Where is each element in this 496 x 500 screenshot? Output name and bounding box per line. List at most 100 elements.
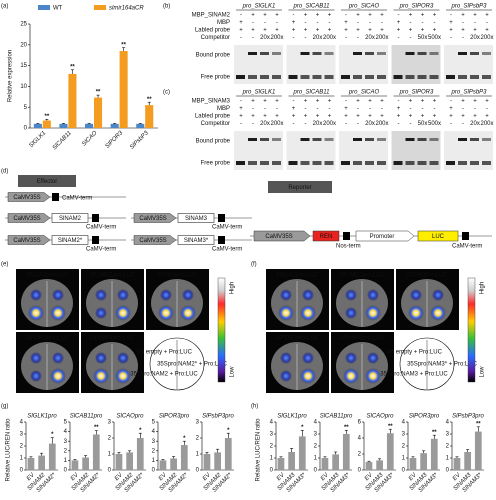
lane-sign: 200x <box>375 35 388 41</box>
lane-sign: - <box>398 121 400 127</box>
lane-sign: - <box>293 13 295 19</box>
significance: ** <box>344 425 349 431</box>
free-band <box>429 75 439 79</box>
bound-band <box>312 138 322 141</box>
significance: ** <box>70 64 75 70</box>
lane-sign: + <box>263 28 267 34</box>
luc-signal <box>367 352 379 364</box>
luc-signal <box>52 352 64 364</box>
chart-title: SlPsbP3pro <box>202 414 234 420</box>
gene-label: SlNAM3* <box>184 238 209 244</box>
luc-signal <box>345 289 357 301</box>
significance: ** <box>147 97 152 103</box>
y-tick-label: 2 <box>446 444 450 450</box>
y-axis-title: Relative LUC/REN ratio <box>256 418 262 482</box>
lane-sign: + <box>461 114 465 120</box>
bar <box>145 105 154 128</box>
y-axis-title: Relative LUC/REN ratio <box>6 418 12 482</box>
luc-signal <box>160 289 172 301</box>
y-tick-label: 3 <box>314 432 318 438</box>
promoter-arrow <box>355 230 415 242</box>
lane-sign: + <box>316 13 320 19</box>
y-tick-label: 4 <box>314 420 318 426</box>
lane-sign: + <box>461 99 465 105</box>
bar <box>321 458 329 470</box>
luc-signal <box>410 289 422 301</box>
lane-sign: - <box>410 121 412 127</box>
leaf-label: SlPOR3pro:LUC <box>25 336 70 342</box>
gene-box <box>51 235 89 245</box>
lane-sign: + <box>449 106 453 112</box>
free-band <box>470 161 479 165</box>
lane-sign: + <box>304 99 308 105</box>
row-label: MBP <box>217 106 230 112</box>
y-tick-label: 0 <box>196 468 200 474</box>
bound-band <box>458 52 467 55</box>
lane-sign: + <box>251 114 255 120</box>
free-band <box>248 161 257 165</box>
bar <box>365 462 373 470</box>
lane-sign: 200x <box>480 121 493 127</box>
y-tick-label: 6 <box>358 420 362 426</box>
x-tick-label: SlCAB11 <box>52 130 73 151</box>
y-tick-label: 15 <box>20 63 27 69</box>
free-band <box>260 75 269 79</box>
significance: ** <box>121 42 126 48</box>
significance: * <box>301 425 304 431</box>
lane-sign: - <box>240 121 242 127</box>
lane-sign: + <box>316 28 320 34</box>
gene-header: pro_SlGLK1 <box>242 4 276 10</box>
promoter-label: CaMV35S <box>13 216 40 222</box>
bar <box>376 460 383 470</box>
lane-sign: + <box>263 114 267 120</box>
key-label: 35Spro:NAM3 + Pro:LUC <box>380 372 448 378</box>
lane-sign: + <box>433 28 437 34</box>
lane-sign: - <box>240 99 242 105</box>
lane-sign: - <box>398 99 400 105</box>
y-tick-label: 1 <box>20 456 24 462</box>
y-tick-label: 4 <box>20 420 24 426</box>
bound-band <box>312 52 322 55</box>
y-tick-label: 4 <box>152 429 156 435</box>
free-band <box>417 161 427 165</box>
luc-signal <box>30 352 42 364</box>
lane-sign: - <box>345 35 347 41</box>
panel-label: (f) <box>251 262 257 268</box>
bar <box>277 458 285 470</box>
chart-title: SlCAOpro <box>116 414 144 420</box>
lane-sign: + <box>316 114 320 120</box>
bar <box>115 454 123 470</box>
x-tick-label: SlPsbP3 <box>129 130 150 151</box>
free-band <box>353 161 362 165</box>
row-label: MBP <box>217 20 230 26</box>
luc-signal <box>365 368 381 384</box>
luc-signal <box>115 305 131 321</box>
lane-sign: + <box>263 13 267 19</box>
free-band <box>236 75 245 79</box>
y-tick-label: 1 <box>270 456 274 462</box>
key-label: 35Spro:NAM3* + Pro:LUC <box>407 362 478 368</box>
y-tick-label: 4 <box>64 429 68 435</box>
free-band <box>482 75 491 79</box>
lane-sign: - <box>410 106 412 112</box>
bound-band <box>300 52 310 55</box>
free-band <box>300 161 310 165</box>
lane-sign: + <box>239 28 243 34</box>
lane-sign: - <box>410 20 412 26</box>
bar <box>342 434 350 470</box>
lane-sign: - <box>305 106 307 112</box>
scale-label: High <box>480 282 486 294</box>
free-band <box>300 75 310 79</box>
lane-sign: + <box>449 28 453 34</box>
lane-sign: - <box>357 121 359 127</box>
bar <box>224 438 232 470</box>
significance: * <box>183 436 186 442</box>
lane-sign: 200x <box>270 121 283 127</box>
lane-sign: + <box>409 114 413 120</box>
x-tick-label: EV <box>320 472 331 483</box>
terminator <box>92 236 99 244</box>
x-tick-label: SlGLK1 <box>28 130 47 149</box>
y-tick-label: 3 <box>446 432 450 438</box>
lane-sign: + <box>328 99 332 105</box>
lane-sign: - <box>450 35 452 41</box>
